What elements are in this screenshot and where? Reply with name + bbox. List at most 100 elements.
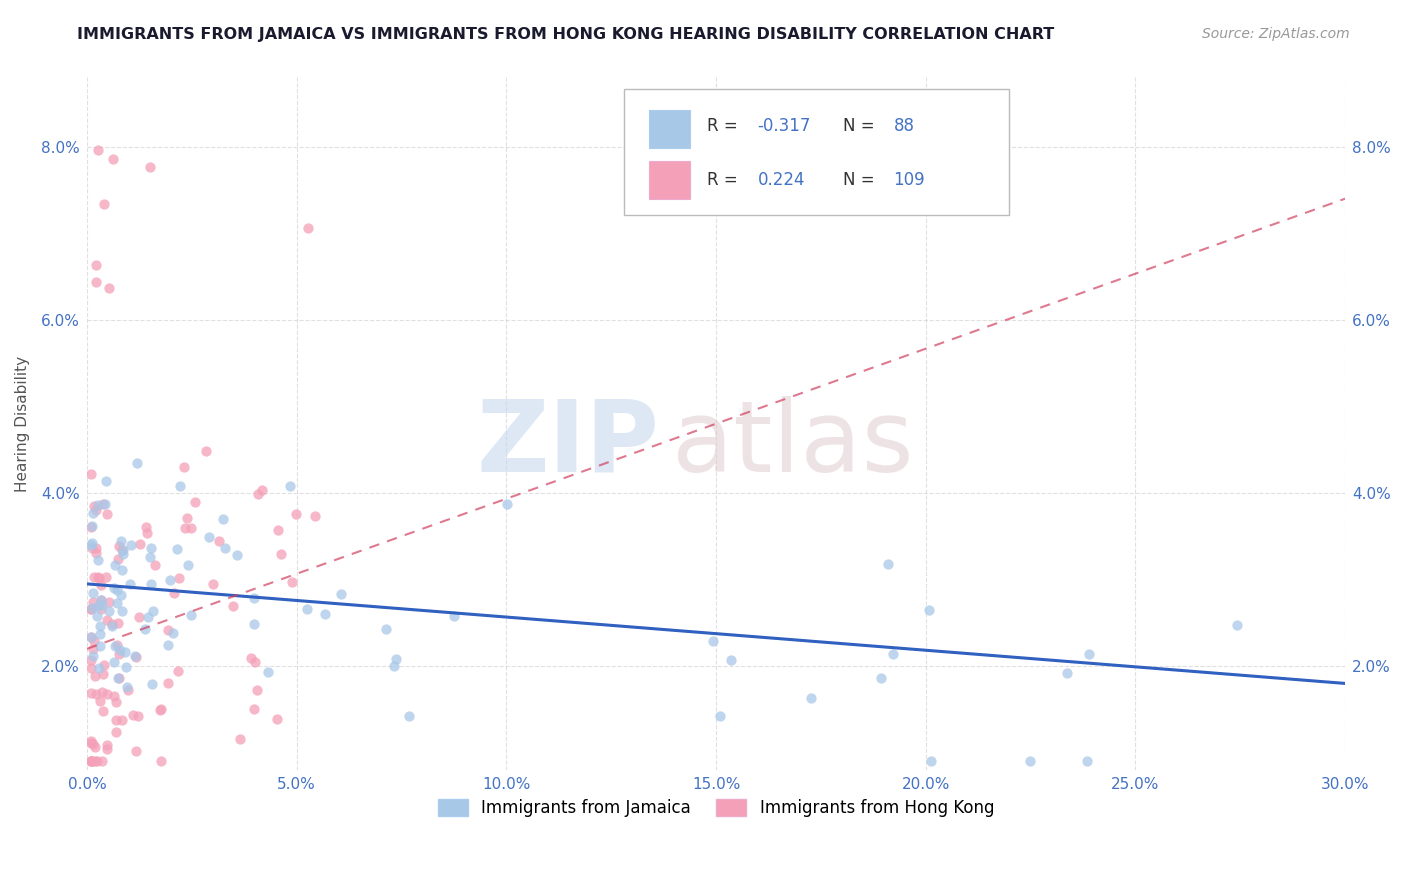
Point bbox=[83, 740, 105, 755]
Point bbox=[195, 444, 218, 458]
Point bbox=[180, 521, 202, 535]
Point bbox=[222, 599, 245, 613]
Point bbox=[285, 507, 308, 521]
Point bbox=[84, 546, 107, 560]
Point bbox=[163, 586, 186, 600]
Point bbox=[97, 281, 120, 295]
Text: 0.224: 0.224 bbox=[758, 171, 806, 189]
Point bbox=[80, 601, 103, 615]
Point bbox=[127, 456, 149, 470]
Point bbox=[83, 569, 105, 583]
Point bbox=[82, 738, 104, 752]
Point bbox=[297, 602, 319, 616]
Point bbox=[107, 616, 129, 631]
Point bbox=[709, 708, 731, 723]
Point bbox=[1226, 618, 1249, 632]
Point bbox=[110, 534, 132, 549]
Point bbox=[101, 617, 124, 632]
Point bbox=[87, 498, 110, 512]
Point bbox=[91, 685, 114, 699]
Point bbox=[104, 558, 127, 573]
Point bbox=[111, 547, 134, 561]
Point bbox=[89, 571, 111, 585]
Point bbox=[91, 667, 114, 681]
Point bbox=[250, 483, 273, 497]
Point bbox=[167, 664, 190, 678]
Point bbox=[111, 713, 134, 727]
Point bbox=[167, 571, 190, 585]
Point bbox=[1076, 755, 1098, 769]
Point bbox=[80, 538, 103, 552]
FancyBboxPatch shape bbox=[624, 89, 1010, 215]
Point bbox=[243, 591, 266, 605]
Point bbox=[82, 541, 104, 555]
Point bbox=[143, 558, 166, 572]
Point bbox=[97, 595, 120, 609]
Point bbox=[96, 613, 118, 627]
Point bbox=[176, 558, 198, 572]
Point bbox=[176, 511, 198, 525]
Point bbox=[139, 576, 162, 591]
Point bbox=[94, 569, 117, 583]
Point bbox=[80, 755, 103, 769]
Point bbox=[80, 755, 103, 769]
Point bbox=[110, 642, 132, 657]
Point bbox=[87, 599, 110, 614]
Point bbox=[100, 619, 122, 633]
Point bbox=[89, 661, 111, 675]
Point bbox=[183, 494, 205, 508]
Text: N =: N = bbox=[844, 171, 880, 189]
Point bbox=[105, 582, 128, 597]
Point bbox=[134, 622, 156, 636]
Point bbox=[104, 713, 127, 727]
Point bbox=[297, 220, 319, 235]
Point bbox=[96, 507, 118, 521]
Point bbox=[443, 608, 465, 623]
Point bbox=[82, 586, 104, 600]
Point bbox=[139, 550, 162, 565]
Point bbox=[89, 693, 111, 707]
Point bbox=[166, 542, 188, 557]
Point bbox=[86, 541, 108, 555]
Point bbox=[135, 520, 157, 534]
Point bbox=[80, 653, 103, 667]
Point bbox=[80, 686, 103, 700]
Point bbox=[877, 557, 900, 571]
Point bbox=[120, 576, 142, 591]
Point bbox=[107, 671, 129, 685]
Point bbox=[80, 467, 103, 481]
FancyBboxPatch shape bbox=[650, 110, 689, 148]
Point bbox=[103, 689, 125, 703]
Point bbox=[281, 575, 304, 590]
Point bbox=[169, 478, 191, 492]
Point bbox=[91, 598, 114, 612]
Point bbox=[82, 595, 104, 609]
Point bbox=[240, 651, 263, 665]
Text: -0.317: -0.317 bbox=[758, 117, 811, 135]
Point bbox=[86, 552, 108, 566]
Text: atlas: atlas bbox=[672, 396, 914, 493]
Point bbox=[127, 708, 149, 723]
Point bbox=[83, 755, 105, 769]
Point bbox=[90, 578, 112, 592]
Point bbox=[157, 638, 180, 652]
Point bbox=[1018, 755, 1040, 769]
Point bbox=[800, 690, 823, 705]
Point bbox=[80, 733, 103, 747]
Point bbox=[86, 755, 108, 769]
Point bbox=[496, 497, 519, 511]
Point bbox=[84, 258, 107, 272]
Point bbox=[96, 475, 118, 489]
Text: R =: R = bbox=[707, 117, 744, 135]
Y-axis label: Hearing Disability: Hearing Disability bbox=[15, 356, 30, 491]
Point bbox=[104, 725, 127, 739]
Point bbox=[111, 563, 134, 577]
Point bbox=[80, 601, 103, 615]
Point bbox=[138, 160, 160, 174]
Point bbox=[80, 755, 103, 769]
Point bbox=[80, 536, 103, 550]
Text: Source: ZipAtlas.com: Source: ZipAtlas.com bbox=[1202, 27, 1350, 41]
Point bbox=[82, 519, 104, 533]
Point bbox=[114, 645, 136, 659]
Point bbox=[226, 548, 249, 562]
